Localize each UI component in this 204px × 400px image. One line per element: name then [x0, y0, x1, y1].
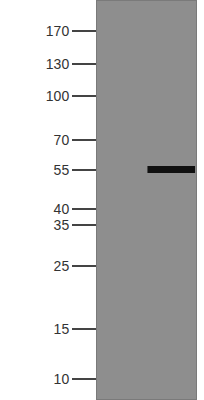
svg-text:130: 130 [46, 56, 70, 72]
svg-text:15: 15 [54, 321, 70, 337]
svg-text:170: 170 [46, 23, 70, 39]
svg-text:100: 100 [46, 88, 70, 104]
svg-text:10: 10 [54, 371, 70, 387]
svg-text:55: 55 [54, 162, 70, 178]
svg-text:40: 40 [54, 201, 70, 217]
svg-text:25: 25 [54, 258, 70, 274]
svg-text:70: 70 [54, 132, 70, 148]
svg-text:35: 35 [54, 217, 70, 233]
